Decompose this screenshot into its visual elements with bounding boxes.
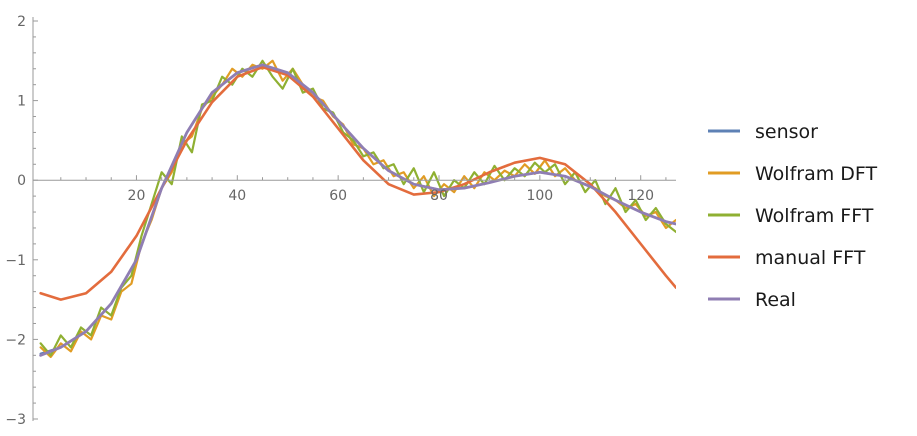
x-tick-label: 80 <box>430 188 448 204</box>
axes <box>32 17 676 421</box>
y-tick-label: −2 <box>5 332 26 348</box>
x-tick-label: 100 <box>526 188 553 204</box>
x-tick-label: 120 <box>627 188 654 204</box>
legend-label-wolfram-fft: Wolfram FFT <box>755 205 874 227</box>
series-layer <box>39 59 676 359</box>
y-tick-label: 0 <box>17 173 26 189</box>
series-line-wolfram-fft <box>39 59 676 357</box>
x-tick-label: 60 <box>329 188 347 204</box>
y-tick-label: −3 <box>5 412 26 428</box>
ticks: 20 40 60 80 100 120 −3 −2 −1 0 1 2 <box>5 14 667 428</box>
legend: sensor Wolfram DFT Wolfram FFT manual FFT Re… <box>708 121 877 311</box>
y-tick-label: −1 <box>5 253 26 269</box>
y-tick-label: 2 <box>17 14 26 30</box>
legend-label-wolfram-dft: Wolfram DFT <box>755 163 877 185</box>
series-line-manual-fft <box>39 65 676 301</box>
legend-label-real: Real <box>755 289 796 311</box>
y-tick-label: 1 <box>17 94 26 110</box>
series-line-wolfram-dft <box>39 59 676 359</box>
legend-label-manual-fft: manual FFT <box>755 247 866 269</box>
legend-label-sensor: sensor <box>755 121 818 143</box>
series-line-sensor <box>39 63 676 355</box>
x-tick-label: 20 <box>128 188 146 204</box>
x-tick-label: 40 <box>228 188 246 204</box>
series-line-real <box>39 63 676 357</box>
